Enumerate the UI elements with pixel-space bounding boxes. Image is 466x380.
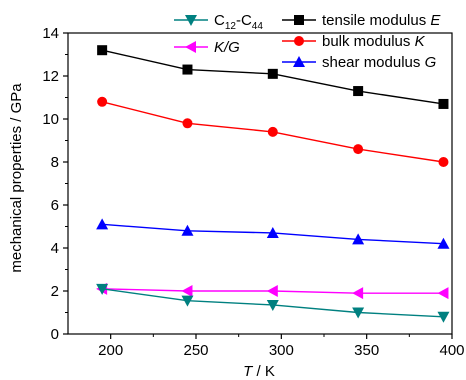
data-point bbox=[182, 118, 193, 129]
data-point bbox=[182, 64, 193, 75]
x-tick-label: 200 bbox=[98, 342, 123, 359]
legend-marker bbox=[294, 15, 304, 25]
legend-marker bbox=[294, 36, 304, 46]
data-point bbox=[97, 45, 108, 56]
y-tick-label: 0 bbox=[51, 326, 59, 343]
x-axis-title: T / K bbox=[243, 363, 275, 380]
data-point bbox=[437, 287, 449, 300]
data-point bbox=[181, 224, 194, 236]
y-tick-label: 2 bbox=[51, 283, 59, 300]
axes: 0 2 4 6 8 10 12 14 200 250 300 350 400 bbox=[42, 25, 464, 359]
data-point bbox=[437, 237, 450, 249]
legend-entry: tensile modulus E bbox=[282, 12, 441, 29]
series-group bbox=[96, 45, 450, 323]
data-point bbox=[438, 98, 449, 109]
x-tick-label: 300 bbox=[269, 342, 294, 359]
data-point bbox=[267, 68, 278, 79]
x-axis-title-var: T bbox=[243, 363, 254, 380]
legend-label: bulk modulus K bbox=[322, 33, 426, 50]
y-tick-label: 8 bbox=[51, 154, 59, 171]
x-tick-label: 350 bbox=[354, 342, 379, 359]
x-axis-title-unit: / K bbox=[252, 363, 275, 380]
data-point bbox=[96, 283, 109, 295]
series-0 bbox=[97, 45, 449, 109]
legend-label: K/G bbox=[214, 39, 240, 56]
data-point bbox=[353, 144, 364, 155]
legend-label: C12-C44 bbox=[214, 12, 263, 32]
legend-label: shear modulus G bbox=[322, 54, 437, 71]
data-point bbox=[266, 285, 278, 297]
y-tick-label: 12 bbox=[42, 68, 59, 85]
legend-marker bbox=[293, 56, 305, 67]
data-point bbox=[438, 157, 449, 167]
data-point bbox=[352, 287, 364, 300]
y-tick-label: 10 bbox=[42, 111, 59, 128]
legend-entry: bulk modulus K bbox=[282, 33, 426, 50]
data-point bbox=[181, 285, 193, 297]
data-point bbox=[181, 295, 194, 307]
data-point bbox=[267, 126, 278, 137]
data-point bbox=[352, 233, 365, 245]
legend-marker bbox=[185, 41, 196, 53]
legend: C12-C44 K/G tensile modulus E bulk modulus … bbox=[174, 12, 441, 71]
y-tick-label: 4 bbox=[51, 240, 59, 257]
legend-entry: K/G bbox=[174, 39, 240, 56]
data-point bbox=[437, 311, 450, 323]
data-point bbox=[266, 299, 279, 311]
x-tick-label: 400 bbox=[439, 342, 464, 359]
series-4 bbox=[96, 283, 450, 323]
data-point bbox=[352, 307, 365, 319]
y-tick-label: 14 bbox=[42, 25, 59, 42]
series-3 bbox=[96, 282, 449, 300]
data-point bbox=[96, 218, 109, 230]
legend-marker bbox=[185, 15, 197, 26]
legend-entry: C12-C44 bbox=[174, 12, 263, 32]
data-point bbox=[353, 86, 364, 97]
y-axis-title: mechanical properties / GPa bbox=[8, 83, 25, 273]
data-point bbox=[97, 96, 108, 107]
series-2 bbox=[96, 218, 450, 249]
series-1 bbox=[97, 96, 449, 167]
data-point bbox=[266, 226, 279, 238]
legend-label: tensile modulus E bbox=[322, 12, 441, 29]
x-tick-label: 250 bbox=[183, 342, 208, 359]
y-tick-label: 6 bbox=[51, 197, 59, 214]
legend-entry: shear modulus G bbox=[282, 54, 437, 71]
